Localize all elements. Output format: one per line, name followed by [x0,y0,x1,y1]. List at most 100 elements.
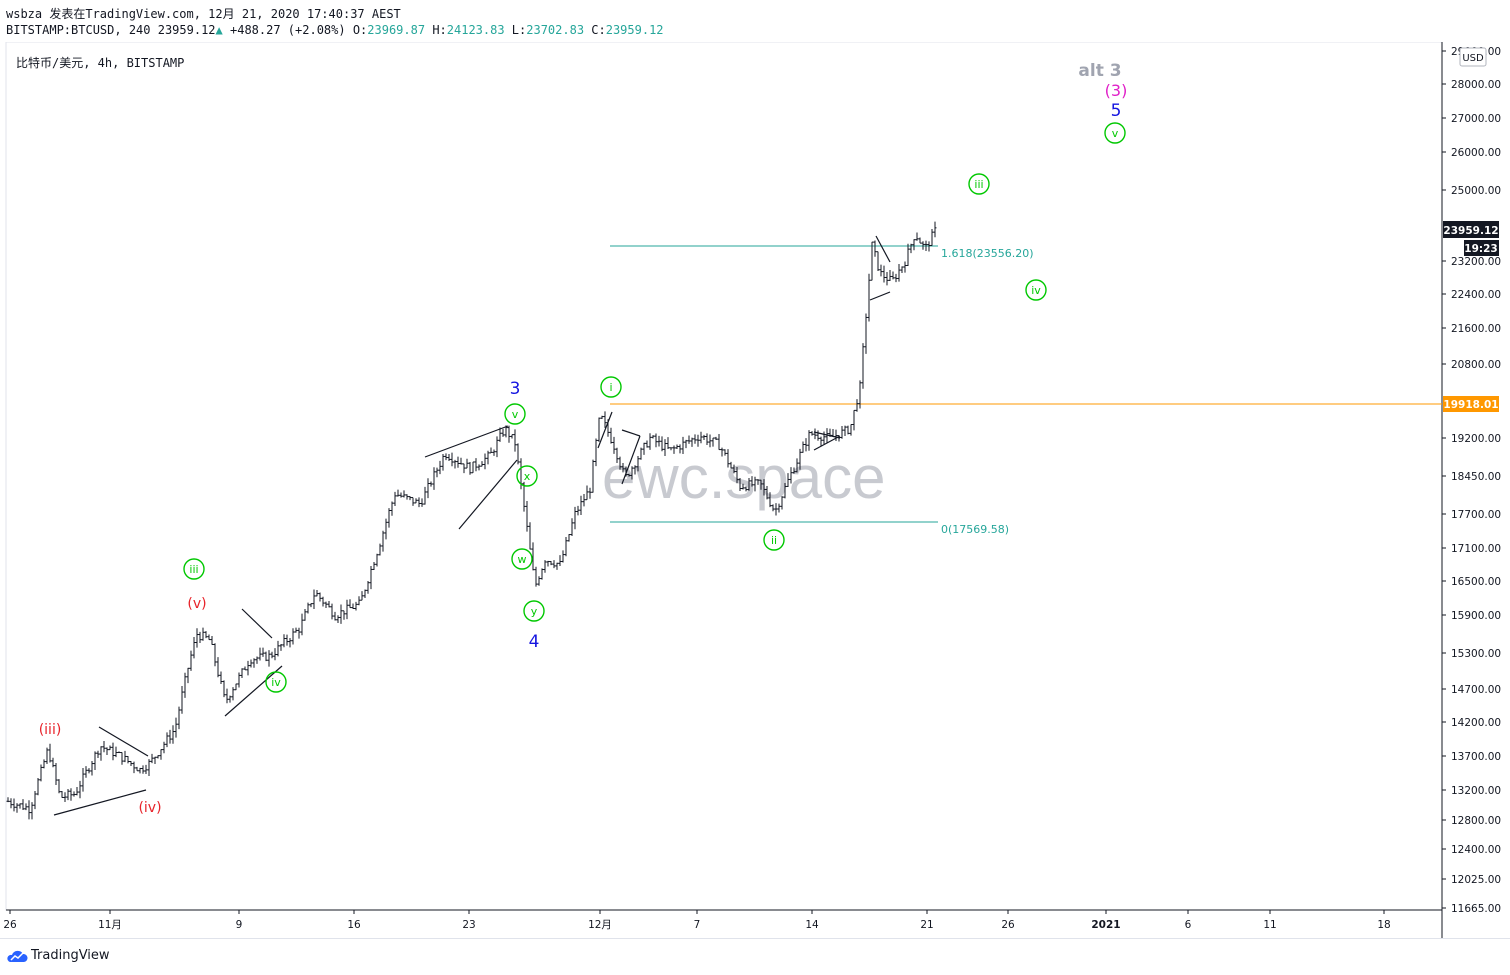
ohlc-bar [585,485,589,501]
ohlc-bar [219,671,223,685]
ohlc-bar [201,627,205,641]
ohlc-bar [894,273,898,283]
ohlc-bar [87,768,91,774]
trendline[interactable] [241,608,273,639]
drawings[interactable] [53,235,891,816]
ohlc-bar [525,501,529,532]
ohlc-bar [222,680,226,698]
ohlc-bar [774,503,778,516]
ohlc-bar [141,765,145,774]
ohlc-bar [117,751,121,754]
time-axis[interactable]: 26 11月 9 16 23 12月 7 14 21 26 2021 6 11 18 [3,910,1391,931]
ohlc-bar [669,447,673,451]
ohlc-bar [375,553,379,567]
ohlc-bar [243,666,247,671]
ohlc-bar [690,437,694,447]
trendline[interactable] [869,291,891,301]
wave-label-blue5: 5 [1111,101,1122,121]
ohlc-bar [264,651,268,662]
trendline[interactable] [224,665,283,717]
ohlc-bar [390,501,394,516]
ohlc-bar [495,436,499,458]
ohlc-bar [882,265,886,283]
ohlc-bar [9,798,13,809]
trendline[interactable] [458,459,518,530]
wave-circle [516,465,538,487]
ohlc-series[interactable] [6,221,937,820]
ohlc-bar [399,492,403,498]
ohlc-bar [309,603,313,608]
ohlc-bar [705,433,709,445]
ohlc-bar [747,477,751,491]
time-tick-label: 6 [1185,919,1192,931]
ohlc-bar [858,380,862,409]
trendline[interactable] [621,435,641,485]
legend-price: 23959.12 [157,23,216,37]
trendline[interactable] [813,435,841,451]
ohlc-bar [366,580,370,594]
ohlc-bar [459,457,463,465]
price-axis[interactable]: 29000.0028000.0027000.0026000.0025000.00… [1442,46,1501,915]
ohlc-bar [522,481,526,512]
trendline[interactable] [98,726,149,757]
ohlc-bar [489,447,493,454]
ohlc-bar [411,497,415,506]
ohlc-bar [804,438,808,452]
ohlc-bar [108,745,112,751]
ohlc-bar [306,602,310,614]
high-label: H: [432,23,447,37]
ohlc-bar [768,492,772,508]
trendline[interactable] [597,411,613,449]
ohlc-bar [612,436,616,454]
ohlc-bar [336,615,340,623]
ohlc-bar [267,650,271,667]
ohlc-bar [123,750,127,763]
ohlc-bar [810,431,814,436]
plot-area[interactable] [5,42,1443,911]
trendline[interactable] [875,235,891,263]
low-label: L: [511,23,527,37]
ohlc-bar [42,759,46,769]
tradingview-logo[interactable]: TradingView [6,948,110,963]
ohlc-bar [273,648,277,661]
ohlc-bar [786,473,790,488]
trendline[interactable] [621,429,641,437]
ohlc-bar [813,428,817,440]
trendline[interactable] [53,789,147,816]
time-tick-label: 9 [236,919,243,931]
ohlc-bar [474,458,478,472]
ohlc-bar [648,433,652,450]
price-tick-label: 12400.00 [1451,844,1501,856]
ohlc-bar [543,560,547,573]
ohlc-bar [663,439,667,457]
ohlc-bar [429,481,433,487]
ohlc-bar [600,415,604,419]
ohlc-bar [159,749,163,760]
ohlc-bar [339,604,343,624]
ohlc-bar [402,490,406,498]
countdown-tag [1464,240,1499,256]
wave-circle [183,558,205,580]
ohlc-bar [849,424,853,436]
price-chart[interactable]: ewc.space 29000.0028000.0027000.0026000.… [0,42,1510,938]
ohlc-bar [762,479,766,496]
trendline[interactable] [813,431,841,439]
ohlc-bar [903,261,907,273]
ohlc-bar [867,273,871,322]
ohlc-bar [714,436,718,441]
wave-circle [265,671,287,693]
ohlc-bar [300,613,304,636]
price-tick-label: 28000.00 [1451,79,1501,91]
wave-circle [763,529,785,551]
currency-badge[interactable] [1459,47,1487,67]
ohlc-bar [807,430,811,451]
trendline[interactable] [424,425,509,458]
ohlc-bar [906,243,910,266]
ohlc-bar [249,659,253,668]
ohlc-bar [633,465,637,475]
wave-label-big3: (3) [1105,81,1128,100]
ohlc-bar [603,411,607,428]
ohlc-bar [876,251,880,271]
ohlc-bar [312,589,316,610]
ohlc-bar [321,596,325,607]
